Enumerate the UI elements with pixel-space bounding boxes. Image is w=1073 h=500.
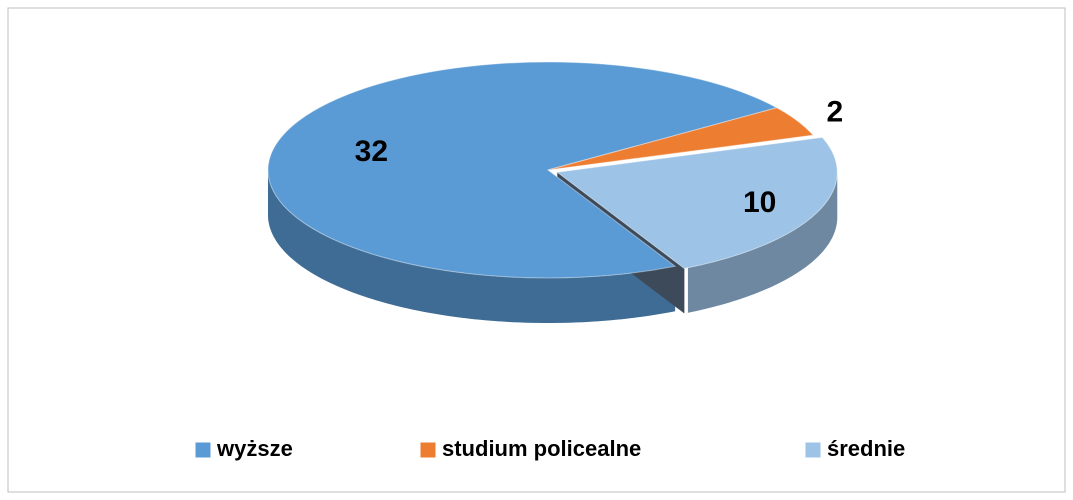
legend-label: średnie [827,436,905,461]
slice [547,107,815,171]
data-labels: 32 2 10 [355,96,844,219]
legend-label: wyższe [216,436,293,461]
pie-tops [267,61,838,279]
data-label: 2 [827,96,844,129]
slice-side-shade [268,170,676,323]
legend-label: studium policealne [442,436,641,461]
slice-side-shade [687,172,838,313]
data-label: 10 [743,186,776,219]
slice-side [268,170,676,323]
legend-swatch [419,441,437,459]
legend-swatch [194,441,212,459]
legend: wyższe studium policealne średnie [194,436,905,461]
slice-side [687,172,838,313]
data-label: 32 [355,135,388,168]
slice [267,61,779,279]
slice [555,136,838,270]
legend-swatch [804,441,822,459]
